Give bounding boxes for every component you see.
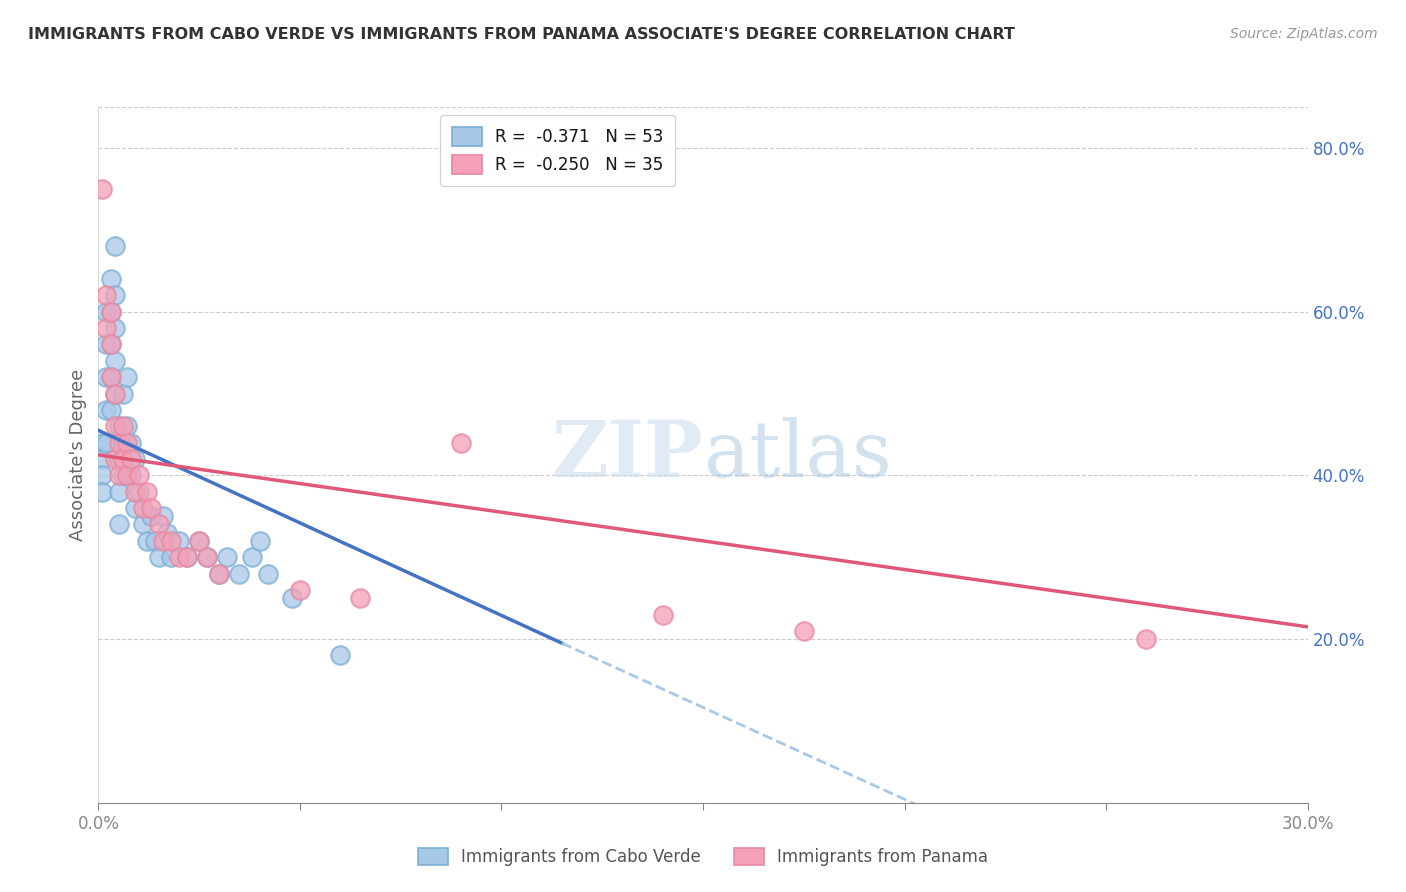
- Point: [111, 452, 134, 467]
- Text: atlas: atlas: [703, 417, 891, 492]
- Point: [96, 370, 118, 384]
- Point: [103, 288, 125, 302]
- Point: [111, 419, 134, 434]
- Point: [107, 468, 129, 483]
- Point: [160, 533, 183, 548]
- Point: [107, 435, 129, 450]
- Point: [188, 533, 211, 548]
- Point: [148, 517, 170, 532]
- Legend: R =  -0.371   N = 53, R =  -0.250   N = 35: R = -0.371 N = 53, R = -0.250 N = 35: [440, 115, 675, 186]
- Point: [160, 550, 183, 565]
- Point: [103, 386, 125, 401]
- Point: [96, 337, 118, 351]
- Point: [96, 304, 118, 318]
- Point: [115, 370, 138, 384]
- Point: [152, 509, 174, 524]
- Point: [103, 321, 125, 335]
- Point: [103, 386, 125, 401]
- Legend: Immigrants from Cabo Verde, Immigrants from Panama: Immigrants from Cabo Verde, Immigrants f…: [409, 840, 997, 875]
- Point: [111, 468, 134, 483]
- Point: [91, 484, 114, 499]
- Point: [281, 591, 304, 606]
- Point: [91, 435, 114, 450]
- Point: [256, 566, 278, 581]
- Point: [176, 550, 198, 565]
- Point: [217, 550, 239, 565]
- Point: [100, 403, 122, 417]
- Point: [100, 337, 122, 351]
- Point: [115, 468, 138, 483]
- Point: [107, 419, 129, 434]
- Point: [96, 288, 118, 302]
- Point: [100, 272, 122, 286]
- Point: [120, 468, 142, 483]
- Point: [135, 533, 157, 548]
- Point: [103, 353, 125, 368]
- Point: [100, 370, 122, 384]
- Point: [288, 582, 311, 597]
- Point: [148, 550, 170, 565]
- Text: IMMIGRANTS FROM CABO VERDE VS IMMIGRANTS FROM PANAMA ASSOCIATE'S DEGREE CORRELAT: IMMIGRANTS FROM CABO VERDE VS IMMIGRANTS…: [28, 27, 1015, 42]
- Point: [450, 435, 472, 450]
- Point: [91, 182, 114, 196]
- Point: [107, 517, 129, 532]
- Point: [176, 550, 198, 565]
- Point: [139, 501, 162, 516]
- Point: [128, 468, 150, 483]
- Point: [167, 550, 190, 565]
- Point: [124, 501, 146, 516]
- Point: [208, 566, 231, 581]
- Point: [152, 533, 174, 548]
- Point: [120, 435, 142, 450]
- Text: Source: ZipAtlas.com: Source: ZipAtlas.com: [1230, 27, 1378, 41]
- Point: [96, 403, 118, 417]
- Point: [91, 468, 114, 483]
- Point: [107, 484, 129, 499]
- Point: [135, 484, 157, 499]
- Point: [228, 566, 250, 581]
- Point: [651, 607, 673, 622]
- Point: [195, 550, 218, 565]
- Point: [103, 239, 125, 253]
- Point: [91, 452, 114, 467]
- Point: [240, 550, 263, 565]
- Point: [103, 452, 125, 467]
- Point: [111, 386, 134, 401]
- Point: [249, 533, 271, 548]
- Point: [143, 533, 166, 548]
- Point: [124, 484, 146, 499]
- Point: [115, 419, 138, 434]
- Point: [96, 435, 118, 450]
- Point: [96, 321, 118, 335]
- Point: [111, 435, 134, 450]
- Point: [132, 501, 155, 516]
- Point: [1135, 632, 1157, 646]
- Point: [100, 370, 122, 384]
- Point: [107, 452, 129, 467]
- Point: [132, 517, 155, 532]
- Text: ZIP: ZIP: [551, 417, 703, 493]
- Point: [167, 533, 190, 548]
- Point: [100, 304, 122, 318]
- Point: [120, 452, 142, 467]
- Y-axis label: Associate's Degree: Associate's Degree: [69, 368, 87, 541]
- Point: [793, 624, 815, 638]
- Point: [139, 509, 162, 524]
- Point: [100, 337, 122, 351]
- Point: [156, 525, 179, 540]
- Point: [124, 452, 146, 467]
- Point: [349, 591, 371, 606]
- Point: [100, 304, 122, 318]
- Point: [195, 550, 218, 565]
- Point: [208, 566, 231, 581]
- Point: [188, 533, 211, 548]
- Point: [115, 435, 138, 450]
- Point: [103, 419, 125, 434]
- Point: [128, 484, 150, 499]
- Point: [329, 648, 352, 663]
